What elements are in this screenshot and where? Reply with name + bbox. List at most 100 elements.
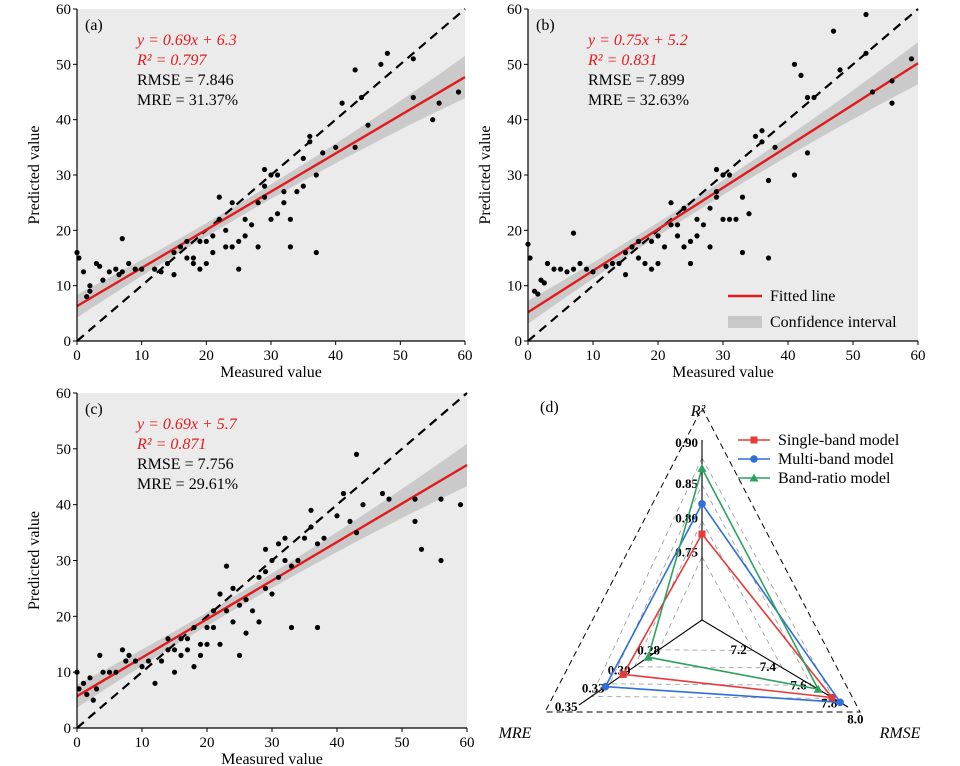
- radar-axis-name-r2: R²: [690, 403, 707, 420]
- data-point: [674, 233, 681, 239]
- data-point: [295, 557, 301, 564]
- data-point: [249, 608, 256, 614]
- rmse-annotation: RMSE = 7.846: [137, 72, 234, 89]
- data-point: [97, 652, 103, 659]
- data-point: [269, 591, 275, 597]
- data-point: [203, 260, 209, 267]
- data-point: [268, 216, 274, 222]
- x-tick-label: 20: [200, 735, 215, 751]
- x-tick-label: 20: [651, 348, 666, 364]
- data-point: [268, 172, 274, 178]
- data-point: [713, 189, 720, 195]
- data-point: [184, 636, 191, 642]
- x-axis-title: Measured value: [672, 364, 774, 381]
- data-point: [352, 144, 358, 150]
- y-tick-label: 40: [56, 498, 71, 514]
- data-point: [622, 272, 629, 278]
- data-point: [223, 227, 229, 233]
- data-point: [687, 260, 694, 267]
- data-point: [274, 211, 281, 217]
- data-point: [119, 269, 125, 275]
- data-point: [76, 255, 82, 261]
- data-point: [242, 233, 248, 239]
- radar-marker: [836, 698, 844, 707]
- data-point: [113, 266, 119, 272]
- y-tick-label: 10: [507, 279, 522, 295]
- data-point: [223, 608, 230, 614]
- data-point: [126, 652, 132, 659]
- data-point: [863, 50, 869, 56]
- data-point: [830, 28, 837, 34]
- radar-axis-name-mre: MRE: [498, 725, 532, 742]
- data-point: [307, 133, 313, 139]
- data-point: [535, 291, 541, 297]
- data-point: [386, 496, 392, 502]
- y-tick-label: 30: [56, 554, 71, 570]
- data-point: [661, 244, 668, 250]
- r2-annotation: R² = 0.831: [587, 52, 657, 69]
- radar-marker: [698, 530, 706, 538]
- y-tick-label: 20: [507, 223, 522, 239]
- data-point: [139, 664, 145, 670]
- y-tick-label: 40: [507, 113, 522, 129]
- x-tick-label: 50: [846, 348, 861, 364]
- data-point: [171, 647, 178, 653]
- data-point: [379, 490, 386, 497]
- data-point: [837, 67, 843, 73]
- data-point: [177, 244, 184, 250]
- data-point: [713, 194, 720, 200]
- y-tick-label: 30: [56, 168, 71, 184]
- x-axis-title: Measured value: [221, 751, 323, 766]
- data-point: [360, 502, 366, 508]
- data-point: [230, 585, 236, 592]
- y-tick-label: 60: [56, 386, 71, 402]
- data-point: [100, 277, 106, 283]
- data-point: [210, 249, 216, 256]
- data-point: [178, 652, 184, 659]
- data-point: [733, 216, 739, 222]
- data-point: [97, 263, 103, 269]
- x-tick-label: 30: [264, 348, 279, 364]
- x-tick-label: 50: [395, 735, 410, 751]
- data-point: [288, 563, 295, 569]
- radar-marker: [643, 652, 653, 661]
- data-point: [358, 94, 365, 101]
- radar-marker: [828, 693, 836, 701]
- x-tick-label: 40: [781, 348, 796, 364]
- data-point: [307, 139, 313, 145]
- data-point: [249, 222, 255, 228]
- radar-tick-mre: 0.33: [582, 681, 605, 696]
- y-tick-label: 10: [56, 279, 71, 295]
- data-point: [119, 647, 126, 653]
- data-point: [438, 496, 444, 502]
- y-tick-label: 0: [64, 334, 72, 350]
- y-tick-label: 30: [507, 168, 522, 184]
- data-point: [759, 139, 765, 145]
- data-point: [334, 513, 340, 519]
- data-point: [674, 222, 681, 228]
- data-point: [216, 216, 222, 222]
- radar-grid-ring: [658, 556, 754, 651]
- data-point: [333, 144, 339, 150]
- radar-tick-mre: 0.28: [637, 642, 660, 657]
- x-tick-label: 40: [330, 735, 345, 751]
- data-point: [765, 177, 772, 184]
- data-point: [622, 249, 629, 256]
- data-point: [229, 244, 235, 250]
- radar-tick-rmse: 7.2: [731, 642, 747, 657]
- data-point: [726, 216, 733, 222]
- data-point: [132, 658, 139, 664]
- data-point: [152, 266, 158, 272]
- radar-marker: [813, 684, 823, 693]
- data-point: [746, 211, 752, 217]
- data-point: [365, 122, 371, 128]
- data-point: [255, 200, 261, 206]
- data-point: [126, 260, 132, 267]
- radar-marker: [697, 463, 707, 472]
- x-tick-label: 20: [199, 348, 214, 364]
- data-point: [321, 535, 327, 541]
- y-tick-label: 20: [56, 609, 71, 625]
- data-point: [765, 255, 772, 261]
- y-tick-label: 60: [507, 2, 522, 18]
- data-point: [230, 619, 236, 625]
